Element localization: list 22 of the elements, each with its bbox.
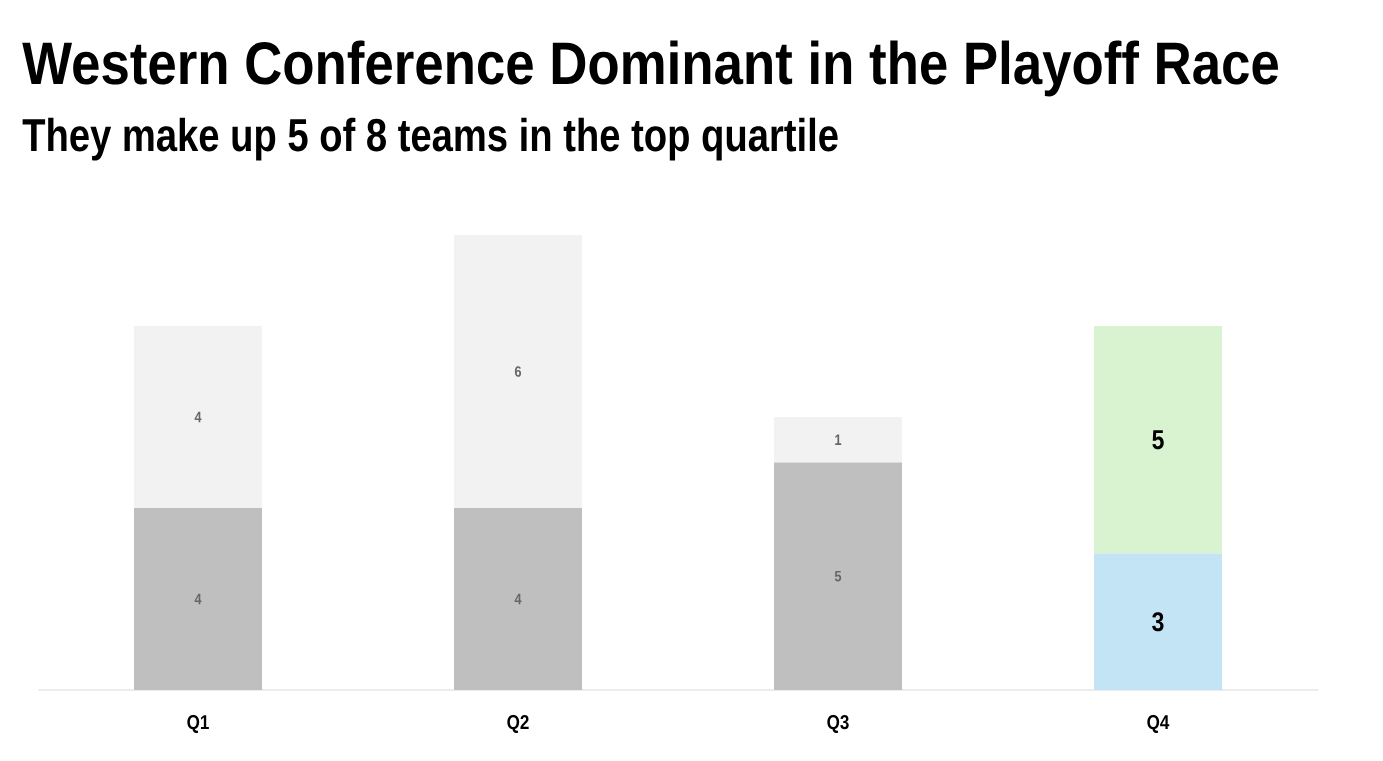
bar	[774, 462, 902, 690]
x-tick-label: Q3	[827, 715, 849, 733]
data-label: 4	[194, 593, 202, 605]
data-label: 4	[194, 411, 202, 423]
chart-title: Western Conference Dominant in the Playoff Race	[22, 40, 1278, 97]
chart-subtitle: They make up 5 of 8 teams in the top quartile	[22, 117, 838, 161]
data-label: 5	[834, 571, 842, 582]
data-label: 6	[514, 366, 522, 377]
x-tick-label: Q4	[1147, 715, 1170, 733]
x-tick-label: Q1	[187, 715, 209, 733]
data-label: 1	[835, 434, 842, 445]
data-label: 3	[1152, 612, 1164, 632]
data-label: 5	[1152, 430, 1164, 450]
bar	[134, 326, 262, 508]
bar	[1094, 553, 1222, 690]
bar	[454, 235, 582, 508]
x-tick-label: Q2	[507, 715, 529, 733]
bar	[1094, 326, 1222, 554]
bar	[454, 508, 582, 690]
data-label: 4	[514, 593, 522, 605]
bar	[774, 417, 902, 463]
bar	[134, 508, 262, 690]
